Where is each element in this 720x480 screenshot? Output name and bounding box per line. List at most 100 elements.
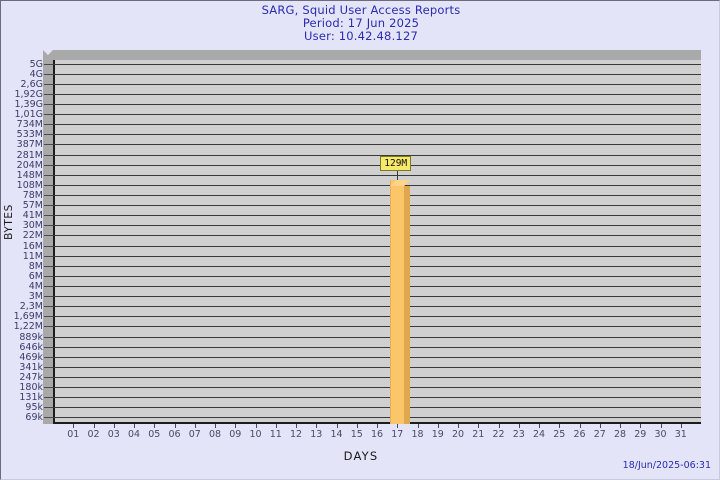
y-axis-tick-label: 734M	[16, 119, 43, 130]
y-axis-tick	[44, 84, 53, 85]
x-axis-tick	[316, 424, 317, 428]
gridline	[53, 347, 701, 348]
y-axis-tick-label: 6M	[28, 271, 43, 282]
gridline	[53, 124, 701, 125]
x-axis-tick-label: 09	[229, 429, 242, 440]
y-axis-tick	[44, 175, 53, 176]
y-axis-tick	[44, 104, 53, 105]
y-axis-tick	[44, 124, 53, 125]
y-axis-tick-label: 78M	[22, 190, 43, 201]
gridline	[53, 276, 701, 277]
gridline	[53, 205, 701, 206]
gridline	[53, 417, 701, 418]
x-axis-tick	[661, 424, 662, 428]
gridline	[53, 84, 701, 85]
x-axis-tick-label: 06	[168, 429, 181, 440]
y-axis-tick	[44, 64, 53, 65]
y-axis-tick	[44, 306, 53, 307]
gridline	[53, 316, 701, 317]
x-axis-tick	[256, 424, 257, 428]
y-axis-tick	[44, 377, 53, 378]
y-axis-tick-label: 204M	[16, 160, 43, 171]
x-axis-tick-label: 26	[573, 429, 586, 440]
x-axis-tick-label: 02	[87, 429, 100, 440]
y-axis-tick-label: 5G	[29, 59, 43, 70]
gridline	[53, 165, 701, 166]
generated-timestamp: 18/Jun/2025-06:31	[622, 460, 711, 471]
x-axis-tick	[195, 424, 196, 428]
y-axis-tick	[44, 347, 53, 348]
x-axis-tick	[154, 424, 155, 428]
gridline	[53, 266, 701, 267]
x-axis-tick	[499, 424, 500, 428]
gridline	[53, 387, 701, 388]
x-axis-tick-label: 03	[107, 429, 120, 440]
y-axis-tick	[44, 205, 53, 206]
gridline	[53, 367, 701, 368]
x-axis-tick-label: 17	[391, 429, 404, 440]
plot-wall-top	[43, 50, 701, 60]
x-axis-tick-label: 07	[188, 429, 201, 440]
y-axis-tick	[44, 387, 53, 388]
y-axis-tick	[44, 165, 53, 166]
x-axis-tick	[539, 424, 540, 428]
x-axis-tick-label: 04	[127, 429, 141, 440]
y-axis-tick-label: 1,22M	[13, 321, 43, 332]
y-axis-tick-label: 4M	[28, 281, 43, 292]
x-axis-tick-label: 01	[67, 429, 80, 440]
x-axis-tick	[114, 424, 115, 428]
bar-side-face	[404, 186, 411, 424]
gridline	[53, 286, 701, 287]
y-axis-tick-label: 4G	[29, 69, 43, 80]
report-period: Period: 17 Jun 2025	[302, 16, 420, 31]
x-axis-tick-label: 29	[634, 429, 647, 440]
report-user: User: 10.42.48.127	[304, 29, 418, 44]
x-axis-tick-label: 27	[593, 429, 606, 440]
y-axis-tick	[44, 397, 53, 398]
y-axis-tick	[44, 235, 53, 236]
x-axis-tick	[620, 424, 621, 428]
x-axis-tick	[175, 424, 176, 428]
x-axis-tick-label: 28	[613, 429, 627, 440]
y-axis-tick	[44, 185, 53, 186]
y-axis-tick	[44, 195, 53, 196]
gridline	[53, 104, 701, 105]
y-axis-tick-label: 1,69M	[13, 311, 43, 322]
x-axis-tick-label: 11	[269, 429, 282, 440]
x-axis-tick	[600, 424, 601, 428]
bar-front-face	[390, 180, 405, 424]
x-axis-tick-label: 10	[249, 429, 262, 440]
gridline	[53, 407, 701, 408]
gridline	[53, 185, 701, 186]
x-axis-tick-label: 14	[330, 429, 343, 440]
x-axis-tick-label: 23	[512, 429, 525, 440]
x-axis-tick-label: 31	[674, 429, 687, 440]
gridline	[53, 155, 701, 156]
gridline	[53, 357, 701, 358]
gridline	[53, 134, 701, 135]
y-axis-tick-label: 11M	[22, 251, 43, 262]
gridline	[53, 337, 701, 338]
x-axis-tick-label: 16	[370, 429, 384, 440]
x-axis-tick-label: 30	[654, 429, 667, 440]
y-axis-tick-label: 646k	[19, 342, 43, 353]
x-axis-tick	[519, 424, 520, 428]
y-axis-tick-label: 281M	[16, 150, 43, 161]
y-axis-tick-label: 95k	[25, 402, 43, 413]
x-axis-tick	[276, 424, 277, 428]
y-axis-tick	[44, 256, 53, 257]
x-axis-tick-label: 19	[431, 429, 444, 440]
y-axis-tick-label: 22M	[22, 230, 43, 241]
y-axis-tick-label: 247k	[19, 372, 43, 383]
gridline	[53, 175, 701, 176]
bar-value-stem	[397, 171, 399, 180]
y-axis-tick	[44, 94, 53, 95]
gridline	[53, 195, 701, 196]
x-axis-tick	[235, 424, 236, 428]
y-axis-tick-label: 148M	[16, 170, 43, 181]
x-axis-tick	[580, 424, 581, 428]
x-axis-tick	[337, 424, 338, 428]
x-axis-tick-label: 20	[451, 429, 465, 440]
bar-top-face	[390, 180, 411, 186]
